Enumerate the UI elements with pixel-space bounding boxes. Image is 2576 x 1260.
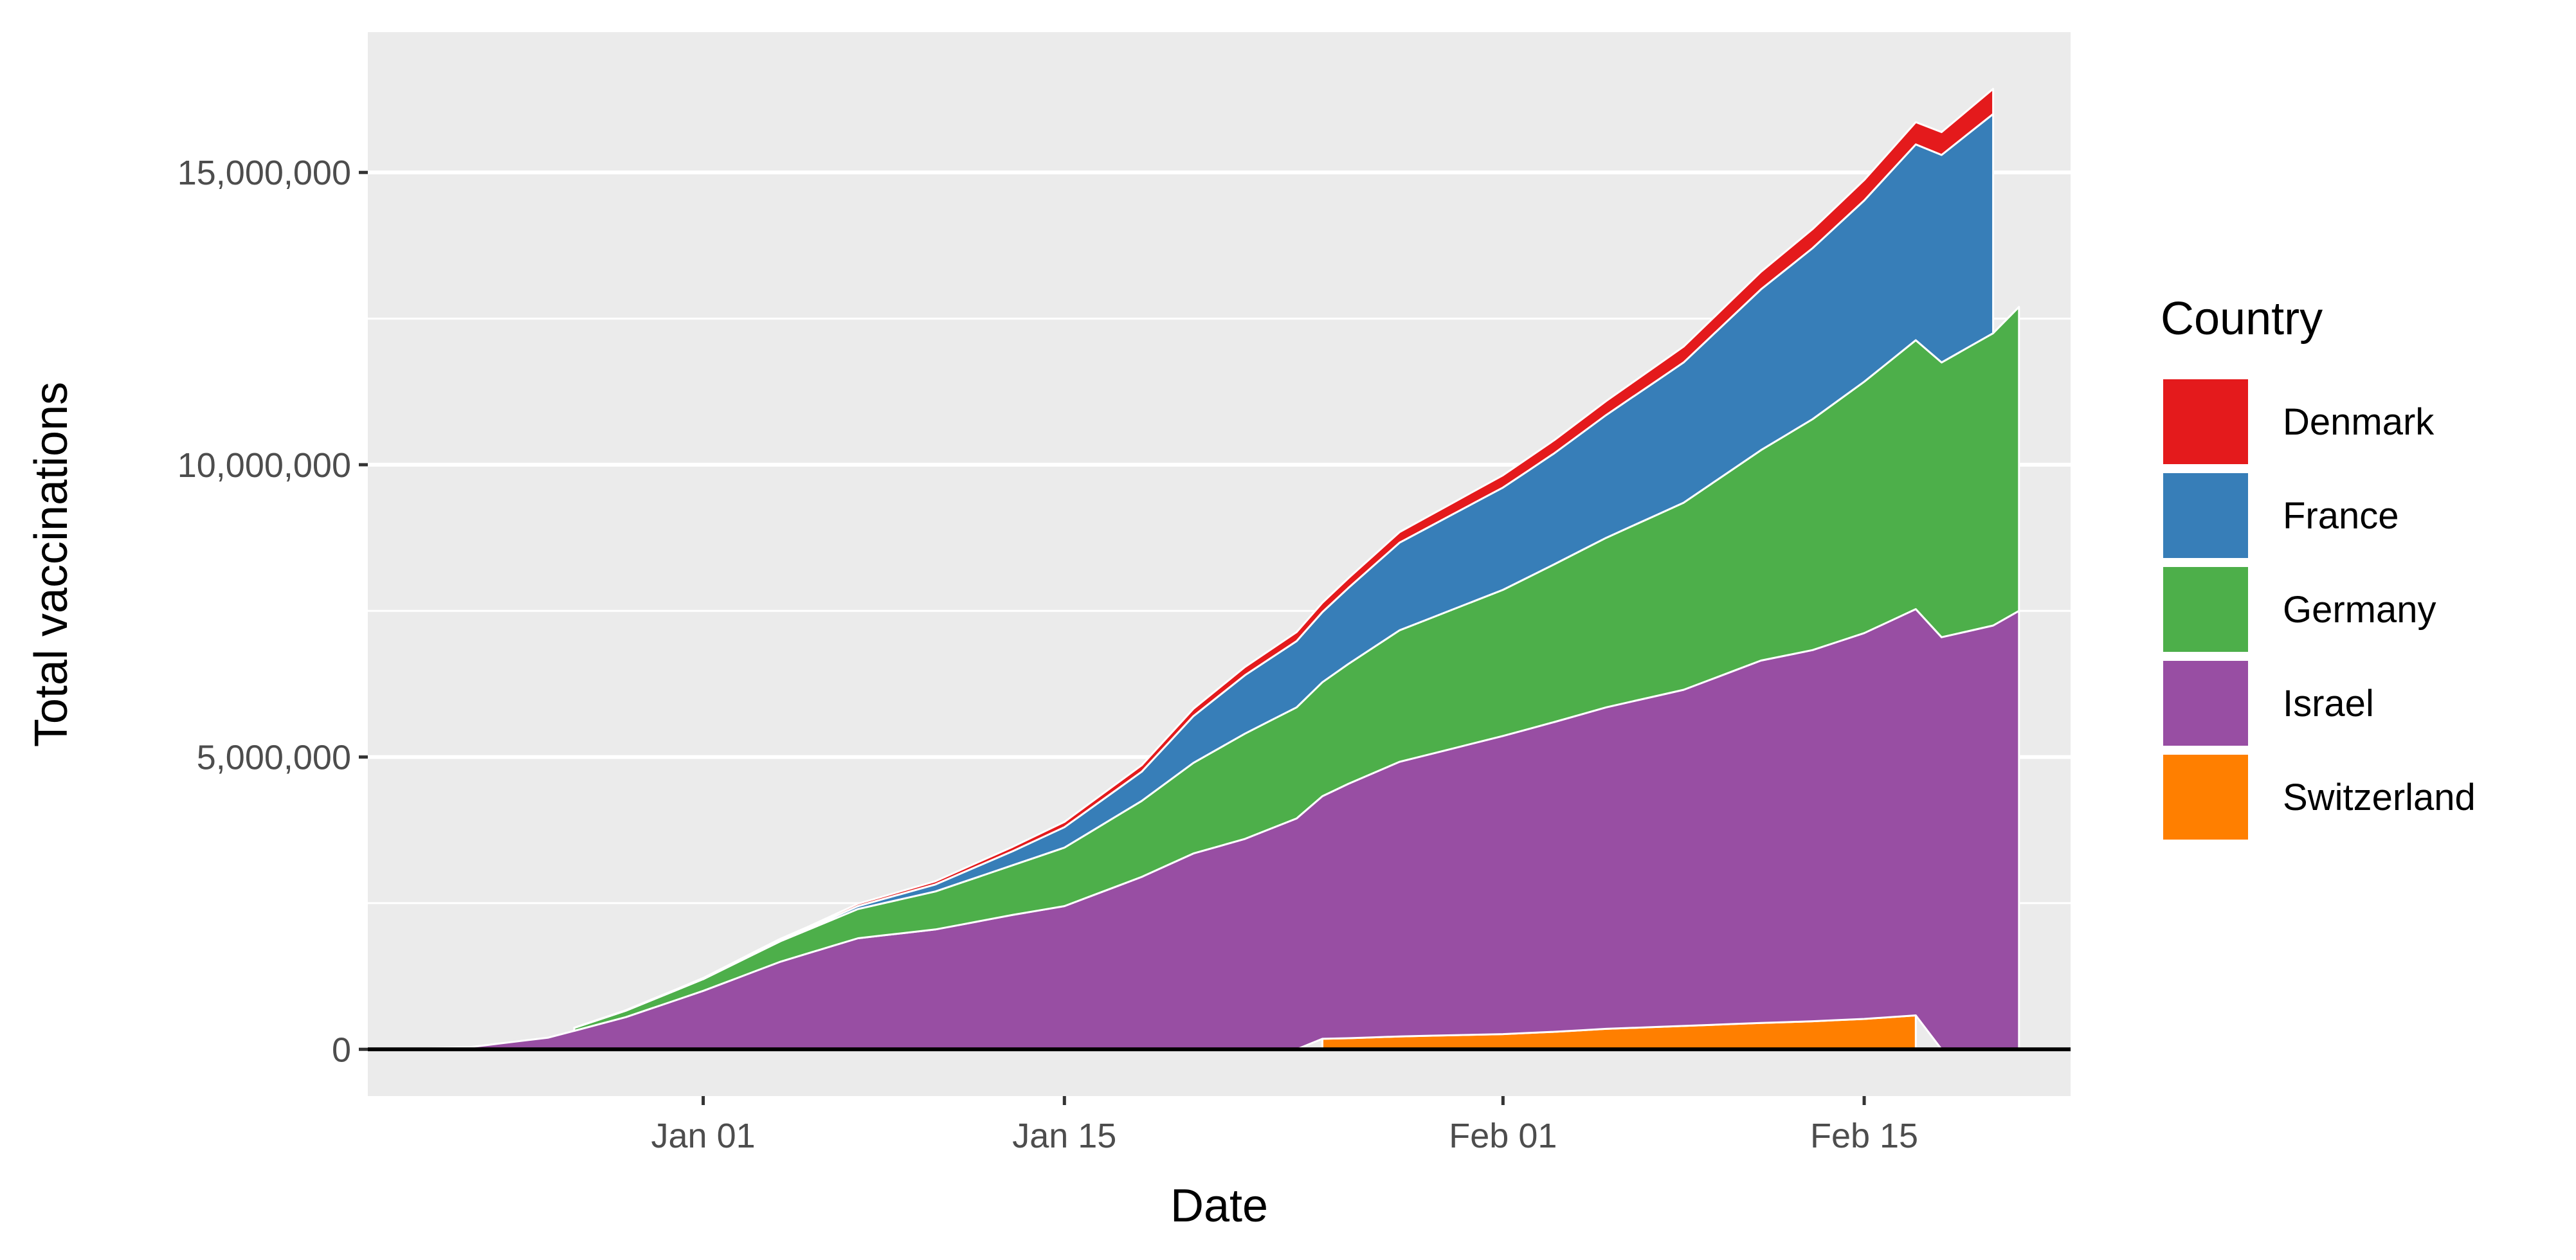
legend-swatch-denmark	[2161, 377, 2251, 467]
legend-swatch-france	[2161, 471, 2251, 561]
axes: 0 5,000,000 10,000,000 15,000,000 Jan 01 Jan …	[177, 154, 2071, 1155]
legend-swatch-israel	[2161, 658, 2251, 748]
legend: Country Denmark France Germany Israel Switze…	[2161, 293, 2476, 842]
y-axis-title: Total vaccinations	[26, 382, 77, 747]
legend-label-israel: Israel	[2283, 683, 2374, 724]
area-denmark	[573, 87, 1995, 1029]
x-tick-label: Jan 15	[1012, 1117, 1116, 1155]
y-tick-label: 15,000,000	[177, 154, 351, 192]
legend-swatch-germany	[2161, 564, 2251, 654]
legend-swatch-switzerland	[2161, 752, 2251, 842]
y-tick-label: 0	[332, 1030, 351, 1069]
legend-title: Country	[2161, 293, 2323, 345]
x-axis-title: Date	[1170, 1180, 1268, 1232]
legend-label-germany: Germany	[2283, 589, 2436, 631]
y-tick-label: 5,000,000	[197, 739, 351, 777]
x-tick-label: Jan 01	[651, 1117, 756, 1155]
x-tick-label: Feb 15	[1810, 1117, 1918, 1155]
legend-label-denmark: Denmark	[2283, 401, 2435, 443]
y-tick-label: 10,000,000	[177, 446, 351, 485]
legend-label-france: France	[2283, 495, 2399, 537]
legend-label-switzerland: Switzerland	[2283, 777, 2476, 818]
x-tick-label: Feb 01	[1449, 1117, 1557, 1155]
